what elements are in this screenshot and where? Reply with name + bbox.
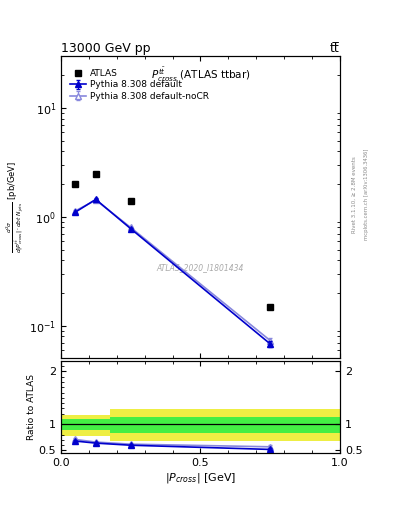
Text: 13000 GeV pp: 13000 GeV pp	[61, 42, 151, 55]
ATLAS	[128, 198, 133, 204]
Line: ATLAS: ATLAS	[72, 170, 274, 310]
Text: $P^{t\bar{t}}_{cross}$ (ATLAS ttbar): $P^{t\bar{t}}_{cross}$ (ATLAS ttbar)	[151, 66, 250, 83]
Text: Rivet 3.1.10, ≥ 2.8M events: Rivet 3.1.10, ≥ 2.8M events	[352, 156, 357, 233]
Text: tt̅: tt̅	[330, 42, 340, 55]
Text: mcplots.cern.ch [arXiv:1306.3436]: mcplots.cern.ch [arXiv:1306.3436]	[364, 149, 369, 240]
X-axis label: $|P_{cross}|$ [GeV]: $|P_{cross}|$ [GeV]	[165, 471, 236, 485]
Text: ATLAS_2020_I1801434: ATLAS_2020_I1801434	[157, 263, 244, 272]
ATLAS	[94, 170, 98, 177]
ATLAS	[268, 304, 273, 310]
Y-axis label: $\frac{d^2\sigma}{d|P^{t\bar{t}}_{cross}|\cdot dbt\ N_{jets}}$ [pb/GeV]: $\frac{d^2\sigma}{d|P^{t\bar{t}}_{cross}…	[5, 161, 26, 253]
Y-axis label: Ratio to ATLAS: Ratio to ATLAS	[27, 374, 36, 440]
Legend: ATLAS, Pythia 8.308 default, Pythia 8.308 default-noCR: ATLAS, Pythia 8.308 default, Pythia 8.30…	[68, 67, 211, 103]
ATLAS	[73, 181, 77, 187]
